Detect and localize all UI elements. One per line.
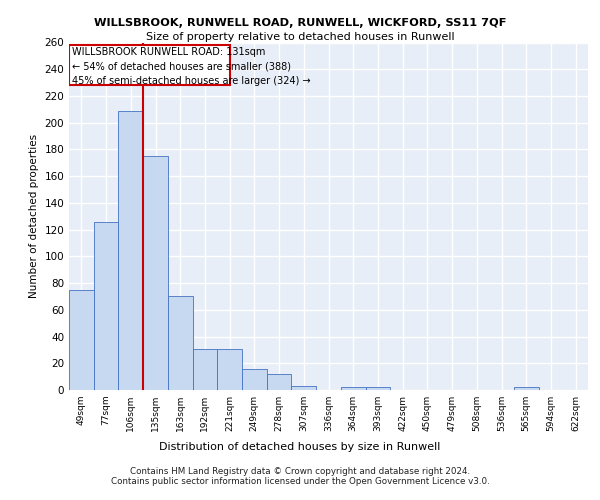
Text: WILLSBROOK RUNWELL ROAD: 131sqm
← 54% of detached houses are smaller (388)
45% o: WILLSBROOK RUNWELL ROAD: 131sqm ← 54% of… xyxy=(73,47,311,86)
Bar xyxy=(242,368,267,390)
Bar xyxy=(143,156,168,390)
Bar xyxy=(267,374,292,390)
Text: Contains HM Land Registry data © Crown copyright and database right 2024.
Contai: Contains HM Land Registry data © Crown c… xyxy=(110,467,490,486)
Y-axis label: Number of detached properties: Number of detached properties xyxy=(29,134,39,298)
Bar xyxy=(118,110,143,390)
Text: WILLSBROOK, RUNWELL ROAD, RUNWELL, WICKFORD, SS11 7QF: WILLSBROOK, RUNWELL ROAD, RUNWELL, WICKF… xyxy=(94,18,506,28)
Bar xyxy=(341,388,365,390)
Bar xyxy=(365,388,390,390)
Text: Distribution of detached houses by size in Runwell: Distribution of detached houses by size … xyxy=(160,442,440,452)
Bar xyxy=(514,388,539,390)
Bar xyxy=(193,348,217,390)
Bar xyxy=(168,296,193,390)
Bar xyxy=(292,386,316,390)
Bar xyxy=(94,222,118,390)
Bar xyxy=(69,290,94,390)
FancyBboxPatch shape xyxy=(70,45,230,86)
Text: Size of property relative to detached houses in Runwell: Size of property relative to detached ho… xyxy=(146,32,454,42)
Bar xyxy=(217,348,242,390)
